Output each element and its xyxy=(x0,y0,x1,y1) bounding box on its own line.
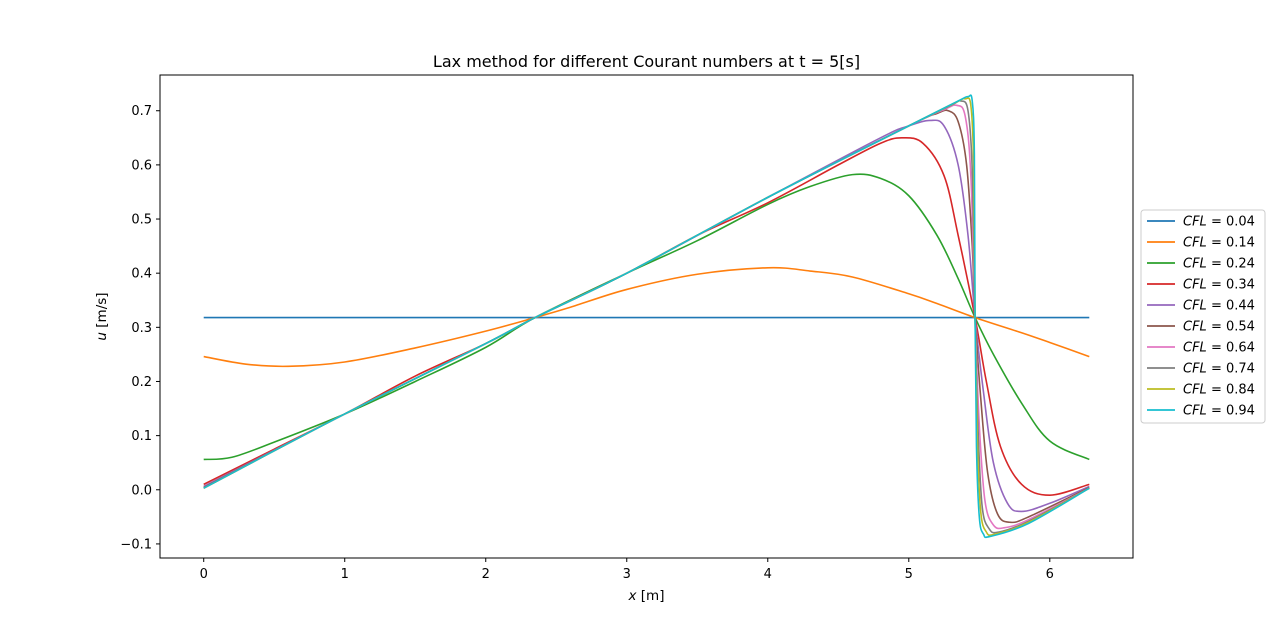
y-tick-label: 0.2 xyxy=(131,375,152,390)
y-tick-label: −0.1 xyxy=(120,537,152,552)
legend-label-var: CFL xyxy=(1183,257,1207,272)
plot-area xyxy=(159,74,1134,559)
series-layer xyxy=(203,94,1090,539)
y-tick-label: 0.6 xyxy=(131,158,152,173)
legend-label-var: CFL xyxy=(1183,383,1207,398)
y-tick-label: 0.5 xyxy=(131,213,152,228)
legend-label-var: CFL xyxy=(1183,236,1207,251)
legend-label-var: CFL xyxy=(1183,362,1207,377)
y-tick-label: 0.4 xyxy=(131,267,152,282)
y-tick-label: 0.1 xyxy=(131,429,152,444)
x-axis: 0 1 2 3 4 5 6 xyxy=(200,558,1054,582)
legend-label-val: = 0.14 xyxy=(1207,236,1255,251)
legend-label-var: CFL xyxy=(1183,278,1207,293)
x-tick-label: 2 xyxy=(482,567,490,582)
chart-title: Lax method for different Courant numbers… xyxy=(433,52,860,71)
x-tick-label: 4 xyxy=(764,567,772,582)
x-tick-label: 1 xyxy=(341,567,349,582)
x-tick-label: 5 xyxy=(905,567,913,582)
legend-label-var: CFL xyxy=(1183,215,1207,230)
legend-label: CFL = 0.44 xyxy=(1183,299,1255,314)
legend-label-val: = 0.74 xyxy=(1207,362,1255,377)
y-axis-label-unit: [m/s] xyxy=(94,292,110,332)
y-axis-label-var: u xyxy=(94,332,110,341)
legend-label-val: = 0.64 xyxy=(1207,341,1255,356)
legend-label-var: CFL xyxy=(1183,404,1207,419)
legend-label-val: = 0.34 xyxy=(1207,278,1255,293)
x-axis-label: x [m] xyxy=(628,588,665,604)
legend-label-val: = 0.44 xyxy=(1207,299,1255,314)
series-line-3 xyxy=(203,136,1090,496)
x-tick-label: 3 xyxy=(623,567,631,582)
legend-label: CFL = 0.24 xyxy=(1183,257,1255,272)
plot-frame xyxy=(159,74,1134,559)
legend-label: CFL = 0.74 xyxy=(1183,362,1255,377)
series-line-2 xyxy=(203,173,1090,461)
y-tick-label: 0.7 xyxy=(131,104,152,119)
legend-label-val: = 0.94 xyxy=(1207,404,1255,419)
x-tick-label: 6 xyxy=(1046,567,1054,582)
series-line-9 xyxy=(203,94,1090,539)
legend-label: CFL = 0.64 xyxy=(1183,341,1255,356)
legend-label-var: CFL xyxy=(1183,299,1207,314)
legend-label-val: = 0.84 xyxy=(1207,383,1255,398)
legend-label-val: = 0.04 xyxy=(1207,215,1255,230)
legend-label: CFL = 0.04 xyxy=(1183,215,1255,230)
legend-label-var: CFL xyxy=(1183,320,1207,335)
legend-label: CFL = 0.14 xyxy=(1183,236,1255,251)
legend-label-val: = 0.24 xyxy=(1207,257,1255,272)
y-axis: −0.1 0.0 0.1 0.2 0.3 0.4 0.5 0.6 0.7 xyxy=(120,104,160,552)
legend-label: CFL = 0.84 xyxy=(1183,383,1255,398)
x-tick-label: 0 xyxy=(200,567,208,582)
x-axis-label-var: x xyxy=(628,588,638,604)
legend-label: CFL = 0.54 xyxy=(1183,320,1255,335)
x-axis-label-unit: [m] xyxy=(637,588,665,604)
y-tick-label: 0.3 xyxy=(131,321,152,336)
legend-label-val: = 0.54 xyxy=(1207,320,1255,335)
legend-label-var: CFL xyxy=(1183,341,1207,356)
y-axis-label: u [m/s] xyxy=(94,292,110,340)
legend-label: CFL = 0.34 xyxy=(1183,278,1255,293)
y-tick-label: 0.0 xyxy=(131,483,152,498)
legend-label: CFL = 0.94 xyxy=(1183,404,1255,419)
